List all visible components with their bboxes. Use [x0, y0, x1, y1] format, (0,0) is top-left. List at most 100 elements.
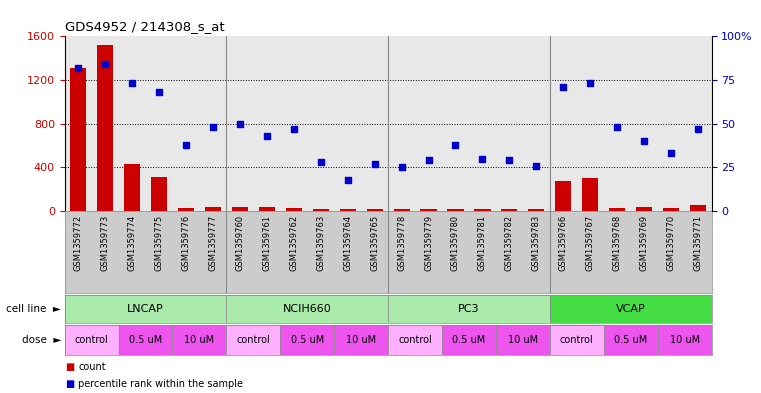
Point: [692, 126, 704, 132]
Bar: [582, 178, 598, 211]
Text: GSM1359769: GSM1359769: [640, 215, 648, 271]
Text: cell line  ►: cell line ►: [6, 304, 61, 314]
Bar: [550, 295, 712, 323]
Point: [288, 126, 300, 132]
Text: GSM1359780: GSM1359780: [451, 215, 460, 271]
Text: GSM1359761: GSM1359761: [263, 215, 272, 271]
Bar: [178, 208, 194, 211]
Text: GSM1359771: GSM1359771: [693, 215, 702, 271]
Point: [638, 138, 650, 144]
Bar: [173, 325, 227, 355]
Text: 10 uM: 10 uM: [508, 335, 538, 345]
Text: 0.5 uM: 0.5 uM: [614, 335, 648, 345]
Bar: [205, 207, 221, 211]
Bar: [393, 209, 409, 211]
Point: [450, 141, 462, 148]
Point: [180, 141, 192, 148]
Bar: [232, 207, 248, 211]
Bar: [119, 325, 173, 355]
Text: GSM1359773: GSM1359773: [100, 215, 110, 272]
Text: GDS4952 / 214308_s_at: GDS4952 / 214308_s_at: [65, 20, 224, 33]
Bar: [556, 181, 572, 211]
Text: ■: ■: [65, 379, 74, 389]
Text: control: control: [398, 335, 432, 345]
Bar: [658, 325, 712, 355]
Bar: [65, 325, 119, 355]
Bar: [636, 207, 652, 211]
Text: GSM1359775: GSM1359775: [154, 215, 164, 271]
Bar: [528, 209, 544, 211]
Point: [153, 89, 165, 95]
Text: percentile rank within the sample: percentile rank within the sample: [78, 379, 244, 389]
Bar: [285, 208, 302, 211]
Text: dose  ►: dose ►: [21, 335, 61, 345]
Text: GSM1359763: GSM1359763: [317, 215, 325, 272]
Point: [584, 80, 597, 86]
Text: control: control: [237, 335, 270, 345]
Text: GSM1359783: GSM1359783: [532, 215, 541, 272]
Bar: [609, 208, 626, 211]
Text: GSM1359765: GSM1359765: [370, 215, 379, 271]
Text: GSM1359764: GSM1359764: [343, 215, 352, 271]
Text: GSM1359762: GSM1359762: [289, 215, 298, 271]
Text: 10 uM: 10 uM: [670, 335, 699, 345]
Bar: [501, 209, 517, 211]
Text: LNCAP: LNCAP: [127, 304, 164, 314]
Point: [611, 124, 623, 130]
Point: [530, 162, 543, 169]
Bar: [388, 325, 442, 355]
Bar: [227, 325, 280, 355]
Bar: [70, 68, 86, 211]
Bar: [124, 164, 140, 211]
Point: [557, 84, 569, 90]
Text: GSM1359781: GSM1359781: [478, 215, 487, 271]
Text: PC3: PC3: [458, 304, 479, 314]
Text: VCAP: VCAP: [616, 304, 645, 314]
Bar: [339, 209, 356, 211]
Point: [422, 157, 435, 163]
Bar: [280, 325, 334, 355]
Point: [234, 120, 246, 127]
Bar: [151, 177, 167, 211]
Point: [261, 133, 273, 139]
Text: 10 uM: 10 uM: [184, 335, 215, 345]
Bar: [334, 325, 388, 355]
Text: GSM1359767: GSM1359767: [586, 215, 595, 272]
Point: [503, 157, 515, 163]
Point: [314, 159, 326, 165]
Bar: [259, 207, 275, 211]
Text: GSM1359776: GSM1359776: [181, 215, 190, 272]
Bar: [313, 209, 329, 211]
Point: [72, 64, 84, 71]
Text: GSM1359782: GSM1359782: [505, 215, 514, 271]
Bar: [367, 209, 383, 211]
Bar: [474, 209, 491, 211]
Bar: [65, 295, 227, 323]
Text: count: count: [78, 362, 106, 372]
Bar: [690, 205, 706, 211]
Point: [99, 61, 111, 67]
Point: [368, 161, 380, 167]
Bar: [97, 45, 113, 211]
Text: GSM1359777: GSM1359777: [209, 215, 218, 272]
Text: 0.5 uM: 0.5 uM: [129, 335, 162, 345]
Text: GSM1359766: GSM1359766: [559, 215, 568, 272]
Bar: [550, 325, 603, 355]
Text: NCIH660: NCIH660: [283, 304, 332, 314]
Text: GSM1359760: GSM1359760: [235, 215, 244, 271]
Point: [476, 155, 489, 162]
Text: 0.5 uM: 0.5 uM: [452, 335, 486, 345]
Text: control: control: [75, 335, 109, 345]
Text: GSM1359778: GSM1359778: [397, 215, 406, 272]
Bar: [447, 209, 463, 211]
Point: [126, 80, 139, 86]
Bar: [421, 209, 437, 211]
Text: 10 uM: 10 uM: [346, 335, 376, 345]
Bar: [227, 295, 388, 323]
Text: GSM1359768: GSM1359768: [613, 215, 622, 272]
Point: [665, 150, 677, 156]
Point: [207, 124, 219, 130]
Text: 0.5 uM: 0.5 uM: [291, 335, 324, 345]
Text: GSM1359770: GSM1359770: [667, 215, 676, 271]
Text: GSM1359774: GSM1359774: [128, 215, 136, 271]
